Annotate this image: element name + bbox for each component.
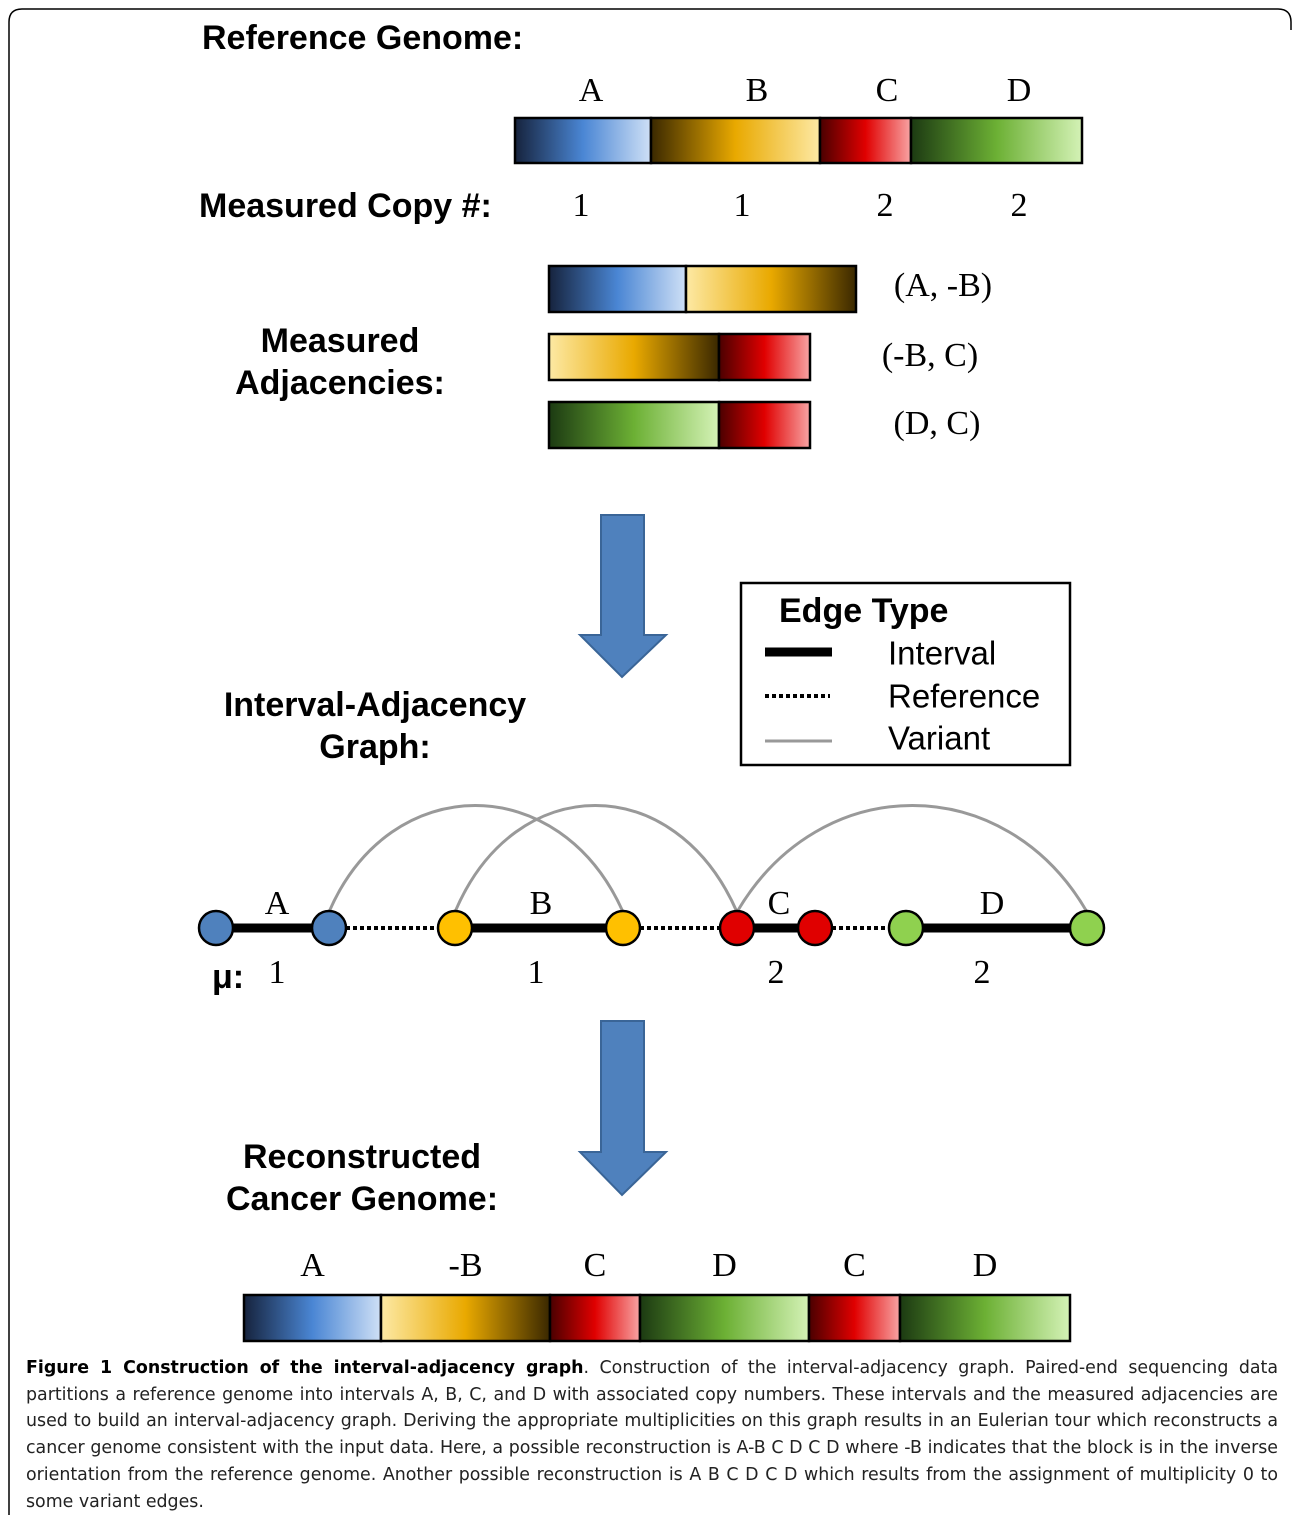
frame xyxy=(9,9,1291,1515)
bar-segment xyxy=(911,118,1082,163)
bar-segment xyxy=(381,1295,550,1341)
variant-edge xyxy=(455,806,737,913)
bar-segment xyxy=(809,1295,900,1341)
node xyxy=(606,911,640,945)
variant-edge xyxy=(329,806,623,913)
adjacency-title: Measured xyxy=(261,322,420,360)
node xyxy=(889,911,923,945)
bar-segment xyxy=(549,402,719,448)
segment-label: D xyxy=(973,1247,998,1284)
interval-label: D xyxy=(980,885,1005,922)
segment-label: C xyxy=(843,1247,866,1284)
arrow xyxy=(580,515,666,677)
bar-segment xyxy=(549,334,719,380)
interval-label: B xyxy=(530,885,553,922)
legend-title: Edge Type xyxy=(779,592,948,630)
bar-segment xyxy=(244,1295,381,1341)
figure: Reference Genome: A B C D Measured Copy … xyxy=(0,0,1292,1515)
reference-bar xyxy=(515,118,1082,163)
bar-segment xyxy=(515,118,651,163)
interval-label: A xyxy=(265,885,290,922)
bar-segment xyxy=(820,118,911,163)
bar-segment xyxy=(550,1295,640,1341)
legend-label: Reference xyxy=(888,678,1040,715)
segment-label: A xyxy=(300,1247,325,1284)
segment-label: D xyxy=(1007,72,1032,109)
mu-label: μ: xyxy=(212,958,244,996)
bar-segment xyxy=(900,1295,1070,1341)
bar-segment xyxy=(549,266,686,312)
node xyxy=(720,911,754,945)
multiplicity: 2 xyxy=(768,954,785,991)
copy-number: 2 xyxy=(1011,187,1028,224)
segment-label: D xyxy=(712,1247,737,1284)
bar-segment xyxy=(686,266,856,312)
reference-title: Reference Genome: xyxy=(202,19,523,57)
multiplicity: 2 xyxy=(974,954,991,991)
segment-label: C xyxy=(876,72,899,109)
reconstructed-title: Reconstructed xyxy=(243,1138,481,1176)
node xyxy=(199,911,233,945)
bar-segment xyxy=(719,402,810,448)
segment-label: -B xyxy=(449,1247,483,1284)
figure-page: Reference Genome: A B C D Measured Copy … xyxy=(0,0,1292,1515)
segment-label: C xyxy=(584,1247,607,1284)
segment-label: A xyxy=(579,72,604,109)
bar-segment xyxy=(640,1295,809,1341)
graph-title: Interval-Adjacency xyxy=(224,686,526,724)
adjacency-label: (D, C) xyxy=(894,405,981,442)
adjacency-label: (A, -B) xyxy=(894,267,992,304)
arrow xyxy=(580,1021,666,1195)
legend-label: Interval xyxy=(888,635,996,672)
copy-title: Measured Copy #: xyxy=(199,187,492,225)
node xyxy=(312,911,346,945)
copy-number: 2 xyxy=(877,187,894,224)
bar-segment xyxy=(719,334,810,380)
reconstructed-title: Cancer Genome: xyxy=(226,1180,498,1218)
caption-text: . Construction of the interval-adjacency… xyxy=(26,1358,1278,1512)
adjacency-title: Adjacencies: xyxy=(235,364,445,402)
adjacency-bars xyxy=(549,266,856,448)
reconstructed-bar xyxy=(244,1295,1070,1341)
copy-number: 1 xyxy=(573,187,590,224)
legend-label: Variant xyxy=(888,720,990,757)
node xyxy=(1070,911,1104,945)
caption: Figure 1 Construction of the interval-ad… xyxy=(26,1355,1278,1515)
segment-label: B xyxy=(746,72,769,109)
copy-number: 1 xyxy=(734,187,751,224)
node xyxy=(438,911,472,945)
adjacency-label: (-B, C) xyxy=(882,337,978,374)
variant-edges xyxy=(329,806,1087,913)
multiplicity: 1 xyxy=(269,954,286,991)
graph-title: Graph: xyxy=(319,728,430,766)
interval-label: C xyxy=(768,885,791,922)
node xyxy=(798,911,832,945)
caption-label: Figure 1 Construction of the interval-ad… xyxy=(26,1358,584,1378)
multiplicity: 1 xyxy=(528,954,545,991)
bar-segment xyxy=(651,118,820,163)
